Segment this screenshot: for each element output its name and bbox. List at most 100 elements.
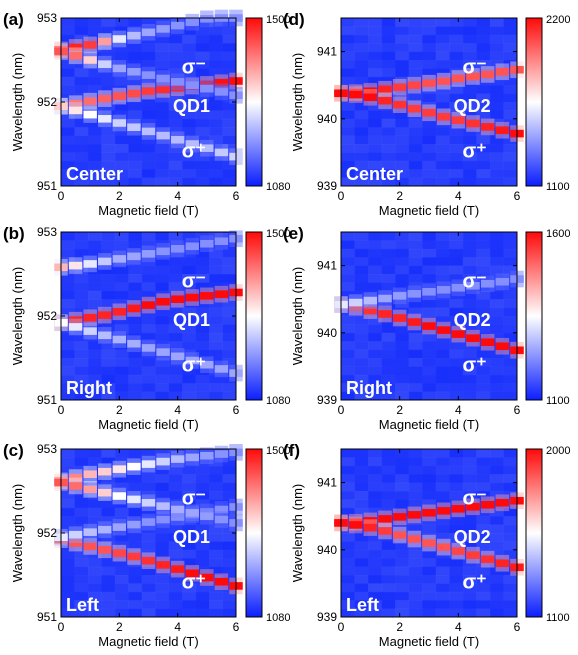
texture-cell [449,358,464,367]
texture-cell [114,324,129,334]
x-axis-label: Magnetic field (T) [98,417,198,432]
data-point [466,281,480,290]
texture-cell [395,608,410,618]
texture-cell [435,465,450,475]
texture-cell [168,307,183,317]
texture-cell [395,324,410,334]
panel-label: (e) [283,224,304,243]
texture-cell [182,282,197,292]
texture-cell [222,591,237,601]
texture-cell [101,177,116,187]
texture-cell [195,299,210,309]
texture-cell [141,169,156,179]
texture-cell [128,282,143,292]
texture-cell [168,248,183,258]
texture-cell [87,591,102,601]
data-point [170,352,185,361]
texture-cell [449,575,464,584]
texture-cell [182,449,197,458]
texture-cell [341,85,356,95]
texture-cell [408,474,423,484]
texture-cell [503,507,518,517]
texture-cell [195,533,210,542]
texture-cell [128,391,143,401]
texture-cell [61,144,75,153]
texture-cell [489,566,504,576]
data-point [170,136,185,144]
texture-cell [368,160,383,170]
texture-cell [354,18,369,27]
data-point [214,88,229,96]
texture-cell [368,558,383,568]
data-point [156,348,170,356]
sigma-minus-label: σ⁻ [462,270,486,292]
texture-cell [449,474,464,484]
texture-cell [155,43,170,53]
texture-cell [222,566,237,576]
texture-cell [435,118,450,128]
texture-cell [368,332,383,342]
texture-cell [222,482,237,492]
data-point [112,64,127,73]
y-tick-label: 941 [317,45,337,59]
texture-cell [61,374,75,384]
texture-cell [422,102,437,111]
texture-cell [422,93,437,103]
spectral-lines [334,61,524,142]
texture-cell [449,43,464,53]
texture-cell [503,457,518,467]
dot-label: QD1 [173,96,210,116]
texture-cell [101,316,116,325]
texture-cell [368,491,383,500]
texture-cell [222,118,237,128]
texture-cell [354,290,369,300]
texture-cell [462,76,477,86]
texture-cell [354,169,369,179]
texture-cell [209,324,224,334]
texture-cell [209,257,224,267]
texture-cell [74,358,89,367]
data-point [127,304,141,313]
texture-cell [222,110,237,120]
x-tick-label: 4 [174,189,181,203]
texture-cell [128,93,143,103]
texture-cell [168,499,183,509]
data-point [214,148,229,157]
texture-cell [476,541,491,551]
texture-cell [182,482,197,492]
data-point [156,247,170,256]
texture-cell [503,26,518,36]
texture-cell [114,316,129,325]
texture-cell [141,324,156,334]
texture-cell [155,491,170,500]
texture-cell [168,26,183,36]
texture-cell [61,391,75,401]
texture-cell [128,118,143,128]
texture-cell [141,34,156,44]
texture-cell [155,102,170,111]
texture-cell [101,324,116,334]
texture-cell [168,177,183,187]
texture-cell [476,608,491,618]
texture-cell [141,118,156,128]
texture-cell [489,144,504,153]
texture-cell [195,549,210,559]
texture-cell [408,324,423,334]
spectral-lines [334,492,524,576]
data-point [200,15,214,23]
texture-cell [503,332,518,342]
data-point [83,542,97,551]
x-tick-label: 6 [514,620,521,634]
texture-cell [155,152,170,162]
texture-cell [462,324,477,334]
texture-cell [155,449,170,458]
texture-cell [61,507,75,517]
texture-cell [101,474,116,484]
texture-cell [422,232,437,241]
line-0 [334,61,524,102]
texture-cell [141,374,156,384]
y-tick-label: 951 [37,393,57,407]
texture-cell [503,583,518,593]
texture-cell [462,60,477,69]
